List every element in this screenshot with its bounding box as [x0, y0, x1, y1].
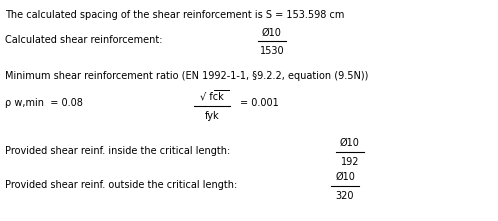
Text: Ø10: Ø10 — [262, 28, 282, 38]
Text: Provided shear reinf. inside the critical length:: Provided shear reinf. inside the critica… — [5, 146, 230, 156]
Text: 1530: 1530 — [259, 46, 284, 56]
Text: √ fck: √ fck — [200, 92, 224, 102]
Text: Provided shear reinf. outside the critical length:: Provided shear reinf. outside the critic… — [5, 180, 237, 190]
Text: Calculated shear reinforcement:: Calculated shear reinforcement: — [5, 35, 162, 45]
Text: 192: 192 — [341, 157, 359, 167]
Text: Ø10: Ø10 — [340, 138, 360, 148]
Text: Minimum shear reinforcement ratio (EN 1992-1-1, §9.2.2, equation (9.5N)): Minimum shear reinforcement ratio (EN 19… — [5, 71, 369, 81]
Text: fyk: fyk — [205, 111, 219, 121]
Text: = 0.001: = 0.001 — [240, 98, 279, 108]
Text: 320: 320 — [336, 191, 354, 201]
Text: Ø10: Ø10 — [335, 172, 355, 182]
Text: The calculated spacing of the shear reinforcement is S = 153.598 cm: The calculated spacing of the shear rein… — [5, 10, 345, 20]
Text: ρ w,min  = 0.08: ρ w,min = 0.08 — [5, 98, 83, 108]
